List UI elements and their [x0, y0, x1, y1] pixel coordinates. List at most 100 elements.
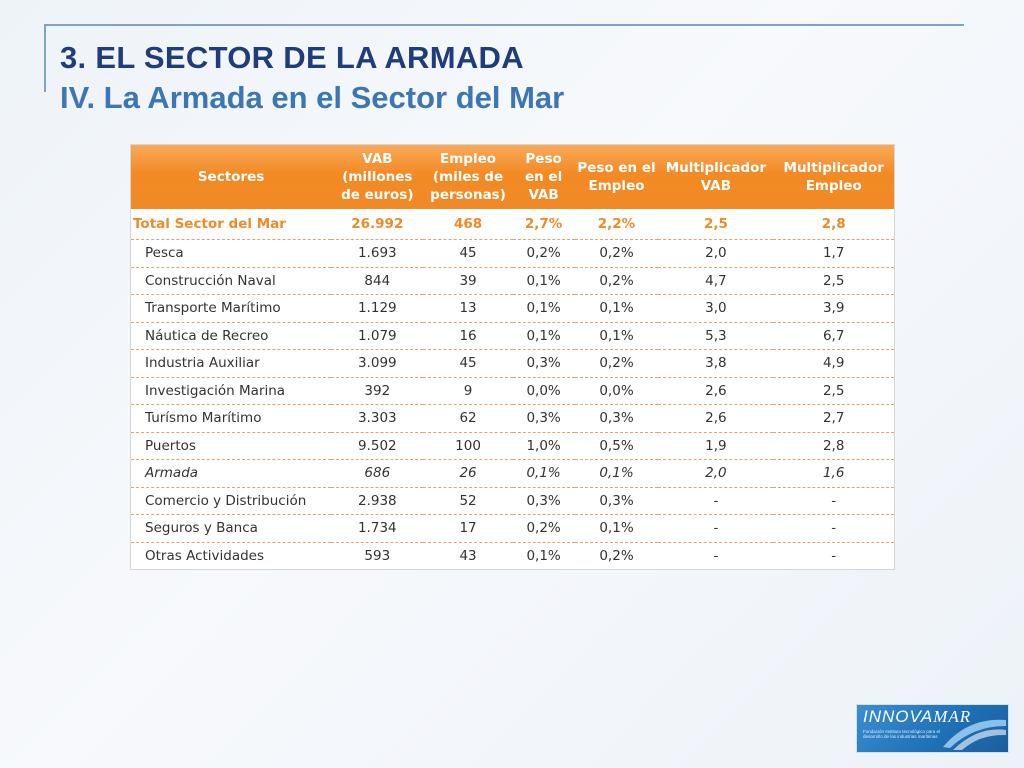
cell-vab: 9.502: [331, 432, 424, 460]
cell-peso-empleo: 0,1%: [574, 459, 659, 488]
cell-sector: Comercio y Distribución: [131, 487, 332, 515]
cell-peso-vab: 0,3%: [512, 349, 575, 378]
cell-peso-empleo: 0,2%: [574, 349, 659, 378]
slide-title: 3. EL SECTOR DE LA ARMADA: [60, 40, 524, 75]
cell-peso-empleo: 0,3%: [574, 487, 659, 515]
cell-peso-vab: 0,1%: [512, 322, 575, 350]
cell-multiplicador-empleo: 2,5: [773, 377, 894, 405]
cell-multiplicador-vab: 4,7: [658, 267, 774, 295]
cell-peso-empleo: 0,2%: [574, 239, 659, 268]
cell-sector: Total Sector del Mar: [131, 209, 332, 240]
cell-multiplicador-empleo: 1,7: [773, 239, 894, 268]
cell-sector: Investigación Marina: [131, 377, 332, 405]
cell-empleo: 43: [459, 547, 477, 564]
cell-multiplicador-vab: -: [713, 547, 719, 564]
cell-multiplicador-vab: -: [658, 514, 774, 543]
table-row: Puertos 9.502 100 1,0% 0,5% 1,9 2,8: [131, 432, 894, 460]
table-row: Pesca 1.693 45 0,2% 0,2% 2,0 1,7: [131, 239, 894, 268]
table-row: Investigación Marina 392 9 0,0% 0,0% 2,6 2,5: [131, 377, 894, 405]
table-row: Construcción Naval 844 39 0,1% 0,2% 4,7 2,5: [131, 267, 894, 295]
cell-sector: Construcción Naval: [131, 267, 332, 295]
cell-vab: 392: [331, 377, 424, 405]
cell-vab: 1.734: [331, 514, 424, 543]
table-row: Armada 686 26 0,1% 0,1% 2,0 1,6: [131, 459, 894, 488]
cell-sector: Náutica de Recreo: [131, 322, 332, 350]
cell-sector: Transporte Marítimo: [131, 294, 332, 323]
cell-peso-empleo: 0,5%: [574, 432, 659, 460]
cell-multiplicador-vab: 2,0: [658, 239, 774, 268]
sector-table: Sectores VAB (millones de euros) Empleo …: [131, 145, 894, 569]
cell-peso-vab: 1,0%: [512, 432, 575, 460]
cell-multiplicador-vab: 2,0: [658, 459, 774, 488]
cell-empleo: 468: [423, 209, 513, 240]
cell-peso-vab: 0,3%: [512, 487, 575, 515]
cell-empleo: 16: [423, 322, 513, 350]
cell-empleo: 100: [423, 432, 513, 460]
cell-sector: Otras Actividades: [145, 547, 265, 564]
table-row: Industria Auxiliar 3.099 45 0,3% 0,2% 3,8 4,9: [131, 349, 894, 378]
cell-multiplicador-empleo: -: [831, 547, 837, 564]
cell-vab: 3.303: [331, 404, 424, 433]
cell-multiplicador-empleo: -: [773, 514, 894, 543]
cell-multiplicador-vab: -: [658, 487, 774, 515]
col-header-multiplicador-vab: Multiplicador VAB: [658, 145, 774, 209]
cell-sector: Seguros y Banca: [131, 514, 332, 543]
cell-empleo: 45: [423, 349, 513, 378]
cell-empleo: 9: [423, 377, 513, 405]
cell-vab: 2.938: [331, 487, 424, 515]
cell-vab: 1.079: [331, 322, 424, 350]
cell-peso-vab: 0,1%: [512, 294, 575, 323]
innovamar-logo: INNOVAMAR Fundación Instituto tecnológic…: [856, 704, 1009, 753]
cell-multiplicador-vab: 3,8: [658, 349, 774, 378]
cell-peso-vab: 0,2%: [512, 514, 575, 543]
cell-peso-empleo: 0,1%: [574, 514, 659, 543]
cell-multiplicador-empleo: 6,7: [773, 322, 894, 350]
cell-multiplicador-vab: 2,6: [658, 377, 774, 405]
cell-peso-empleo: 0,1%: [574, 294, 659, 323]
col-header-peso-empleo: Peso en el Empleo: [574, 145, 659, 209]
logo-tagline: Fundación Instituto tecnológico para el …: [863, 729, 941, 739]
cell-empleo: 17: [423, 514, 513, 543]
cell-peso-empleo: 0,2%: [599, 547, 634, 564]
frame-top-line: [44, 24, 964, 26]
cell-sector: Turísmo Marítimo: [131, 404, 332, 433]
header-row: Sectores VAB (millones de euros) Empleo …: [131, 145, 894, 209]
table-row: Turísmo Marítimo 3.303 62 0,3% 0,3% 2,6 2,7: [131, 404, 894, 433]
cell-empleo: 13: [423, 294, 513, 323]
cell-peso-empleo: 0,1%: [574, 322, 659, 350]
col-header-multiplicador-empleo: Multiplicador Empleo: [773, 145, 894, 209]
cell-peso-empleo: 0,0%: [574, 377, 659, 405]
cell-empleo: 62: [423, 404, 513, 433]
cell-peso-vab: 0,1%: [512, 459, 575, 488]
cell-multiplicador-vab: 1,9: [658, 432, 774, 460]
cell-vab: 26.992: [331, 209, 424, 240]
slide-subtitle: IV. La Armada en el Sector del Mar: [60, 80, 565, 115]
cell-sector: Armada: [131, 459, 332, 488]
col-header-peso-vab: Peso en el VAB: [512, 145, 575, 209]
cell-multiplicador-vab: 3,0: [658, 294, 774, 323]
cell-multiplicador-empleo: 2,7: [773, 404, 894, 433]
cell-peso-vab: 0,2%: [512, 239, 575, 268]
cell-multiplicador-vab: 2,5: [658, 209, 774, 240]
cell-sector: Industria Auxiliar: [131, 349, 332, 378]
table-row: Otras Actividades 593 43 0,1% 0,2% - -: [131, 542, 894, 569]
table-row: Transporte Marítimo 1.129 13 0,1% 0,1% 3,0 3,9: [131, 294, 894, 323]
cell-multiplicador-vab: 5,3: [658, 322, 774, 350]
wave-icon: [943, 719, 1006, 750]
cell-vab: 593: [364, 547, 391, 564]
cell-peso-vab: 0,0%: [512, 377, 575, 405]
cell-sector: Pesca: [131, 239, 332, 268]
cell-peso-empleo: 2,2%: [574, 209, 659, 240]
col-header-sectores: Sectores: [131, 145, 332, 209]
cell-multiplicador-empleo: 2,8: [773, 209, 894, 240]
cell-multiplicador-empleo: 3,9: [773, 294, 894, 323]
cell-multiplicador-empleo: -: [773, 487, 894, 515]
table-row: Seguros y Banca 1.734 17 0,2% 0,1% - -: [131, 514, 894, 543]
cell-peso-empleo: 0,3%: [574, 404, 659, 433]
cell-multiplicador-empleo: 1,6: [773, 459, 894, 488]
cell-peso-vab: 2,7%: [512, 209, 575, 240]
cell-multiplicador-empleo: 2,8: [773, 432, 894, 460]
cell-empleo: 26: [423, 459, 513, 488]
table-row: Náutica de Recreo 1.079 16 0,1% 0,1% 5,3 6,7: [131, 322, 894, 350]
cell-empleo: 39: [423, 267, 513, 295]
